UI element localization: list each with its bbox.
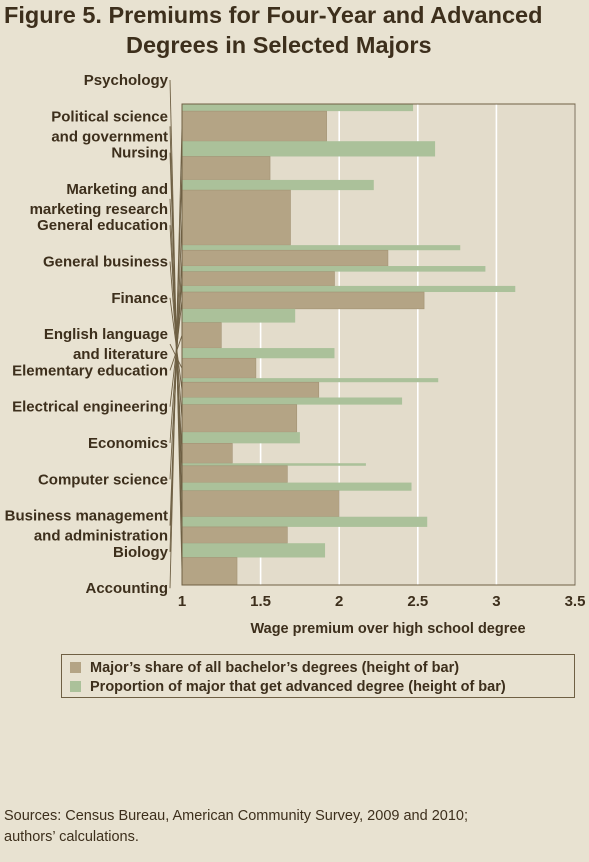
category-label: English language and literature [44, 326, 168, 363]
x-tick-label: 1.5 [250, 593, 271, 610]
bachelor-degree-bar [181, 357, 257, 379]
advanced-degree-bar [182, 463, 366, 466]
category-label-line: Finance [111, 290, 168, 307]
bachelor-degree-bar [181, 271, 335, 287]
chart: Psychology Political science and governmen… [5, 72, 586, 637]
advanced-degree-bar [182, 378, 439, 383]
legend: Major’s share of all bachelor’s degrees … [61, 654, 575, 698]
bachelor-degree-bar [181, 443, 233, 464]
x-tick-label: 1 [178, 593, 186, 610]
category-label: Electrical engineering [12, 399, 168, 416]
category-label: General business [43, 254, 168, 271]
advanced-degree-bar [182, 285, 516, 293]
advanced-degree-bar [182, 308, 296, 323]
advanced-degree-bar [182, 397, 403, 405]
category-label: General education [37, 217, 168, 234]
advanced-degree-bar [182, 245, 461, 251]
category-label-line: and literature [73, 346, 168, 363]
bachelor-degree-bar [181, 249, 389, 267]
category-label-line: Marketing and [66, 181, 168, 198]
advanced-degree-bar [182, 482, 412, 491]
category-label: Political science and government [51, 108, 168, 145]
figure-title: Figure 5. Premiums for Four-Year and Adv… [4, 0, 542, 60]
figure-title-line-1: Figure 5. Premiums for Four-Year and Adv… [4, 2, 543, 28]
category-label-line: Accounting [86, 580, 169, 597]
category-label: Economics [88, 435, 168, 452]
category-label-line: Psychology [84, 72, 169, 89]
source-line-1: Sources: Census Bureau, American Communi… [4, 808, 468, 824]
category-label-line: Business management [5, 508, 168, 525]
bachelor-degree-bar [181, 526, 288, 544]
advanced-degree-bar [182, 432, 300, 444]
advanced-degree-bar [182, 266, 486, 272]
advanced-degree-bar [182, 348, 335, 359]
category-label: Nursing [111, 145, 168, 162]
legend-swatch-bachelor [70, 662, 81, 673]
category-label: Finance [111, 290, 168, 307]
category-label-line: marketing research [30, 201, 168, 218]
category-label-line: Nursing [111, 145, 168, 162]
source-line-2: authors’ calculations. [4, 829, 139, 845]
category-label-line: and administration [34, 528, 168, 545]
bachelor-degree-bar [181, 291, 425, 310]
bachelor-degree-bar [181, 404, 298, 433]
x-tick-label: 3 [492, 593, 500, 610]
category-label-line: General business [43, 254, 168, 271]
legend-label-advanced: Proportion of major that get advanced de… [90, 678, 506, 695]
category-label-line: Elementary education [12, 362, 168, 379]
category-label-line: English language [44, 326, 168, 343]
advanced-degree-bar [182, 516, 428, 527]
bachelor-degree-bar [181, 322, 222, 349]
category-label: Psychology [84, 72, 169, 89]
legend-label-bachelor: Major’s share of all bachelor’s degrees … [90, 659, 460, 676]
bachelor-degree-bar [181, 465, 288, 483]
advanced-degree-bar [182, 104, 414, 112]
advanced-degree-bar [182, 543, 326, 558]
bachelor-degree-bar [181, 557, 238, 586]
category-label-line: and government [51, 128, 168, 145]
category-label-line: General education [37, 217, 168, 234]
x-tick-label: 3.5 [565, 593, 586, 610]
bachelor-degree-bar [181, 156, 271, 181]
category-label-line: Computer science [38, 471, 168, 488]
figure-title-line-2: Degrees in Selected Majors [126, 32, 432, 58]
category-label: Biology [113, 544, 169, 561]
category-label-line: Political science [51, 108, 168, 125]
legend-swatch-advanced [70, 681, 81, 692]
advanced-degree-bar [182, 141, 436, 157]
category-label: Marketing and marketing research [30, 181, 168, 218]
category-label-line: Biology [113, 544, 169, 561]
plot-frame [181, 103, 576, 586]
category-label-line: Economics [88, 435, 168, 452]
bachelor-degree-bar [181, 381, 320, 398]
category-label: Computer science [38, 471, 168, 488]
legend-item-bachelor: Major’s share of all bachelor’s degrees … [70, 658, 574, 677]
category-label-line: Electrical engineering [12, 399, 168, 416]
bachelor-degree-bar [181, 189, 291, 246]
category-label: Elementary education [12, 362, 168, 379]
category-label: Accounting [86, 580, 169, 597]
leader-line [169, 126, 183, 589]
x-tick-label: 2 [335, 593, 343, 610]
category-label: Business management and administration [5, 508, 168, 545]
source-note: Sources: Census Bureau, American Communi… [4, 806, 564, 848]
bachelor-degree-bar [181, 490, 340, 518]
x-axis-title: Wage premium over high school degree [250, 621, 525, 637]
legend-item-advanced: Proportion of major that get advanced de… [70, 677, 574, 696]
bachelor-degree-bar [181, 110, 327, 142]
x-tick-label: 2.5 [407, 593, 428, 610]
advanced-degree-bar [182, 179, 374, 191]
